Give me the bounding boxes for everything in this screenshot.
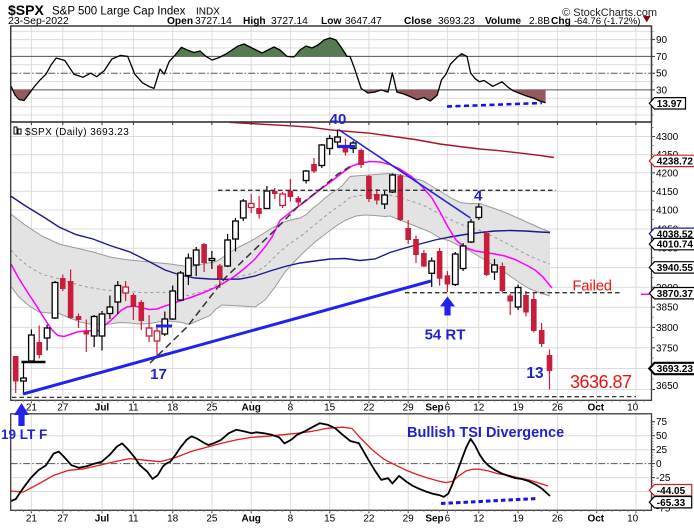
svg-text:13.97: 13.97 <box>657 99 682 110</box>
svg-text:18: 18 <box>167 403 179 414</box>
svg-text:-25: -25 <box>656 473 671 484</box>
svg-text:50: 50 <box>656 69 668 80</box>
svg-text:4: 4 <box>474 188 483 205</box>
svg-text:4238.72: 4238.72 <box>657 157 694 168</box>
svg-text:Sep: Sep <box>425 403 443 414</box>
svg-text:S&P 500 Large Cap Index: S&P 500 Large Cap Index <box>52 6 186 18</box>
svg-text:Failed: Failed <box>573 279 613 295</box>
svg-text:21: 21 <box>26 403 38 414</box>
svg-text:90: 90 <box>656 35 668 46</box>
svg-text:INDX: INDX <box>196 7 220 18</box>
svg-text:4200: 4200 <box>656 168 679 179</box>
svg-text:3636.87: 3636.87 <box>570 372 632 392</box>
svg-text:Jul: Jul <box>95 514 110 525</box>
svg-text:21: 21 <box>26 514 38 525</box>
svg-text:3750: 3750 <box>656 343 679 354</box>
svg-text:3727.14: 3727.14 <box>195 16 232 27</box>
svg-text:Volume: Volume <box>485 16 521 27</box>
svg-text:13: 13 <box>526 365 544 382</box>
svg-text:19 LT F: 19 LT F <box>1 427 47 442</box>
svg-text:Open: Open <box>167 16 193 27</box>
svg-text:8: 8 <box>288 403 294 414</box>
svg-text:70: 70 <box>656 52 668 63</box>
svg-text:Jul: Jul <box>95 403 110 414</box>
svg-text:11: 11 <box>128 514 139 525</box>
svg-text:3650: 3650 <box>656 381 679 392</box>
svg-text:Aug: Aug <box>241 514 260 525</box>
svg-text:25: 25 <box>206 514 218 525</box>
svg-text:27: 27 <box>57 403 69 414</box>
svg-text:-64.76 (-1.72%): -64.76 (-1.72%) <box>574 16 641 27</box>
svg-text:© StockCharts.com: © StockCharts.com <box>562 7 657 19</box>
svg-text:6: 6 <box>445 514 451 525</box>
svg-text:3693.23: 3693.23 <box>438 16 475 27</box>
svg-text:2.8B: 2.8B <box>529 16 550 27</box>
svg-text:4100: 4100 <box>656 206 679 217</box>
svg-text:40: 40 <box>330 111 347 128</box>
svg-text:$SPX: $SPX <box>8 2 44 18</box>
svg-text:8: 8 <box>288 514 294 525</box>
svg-text:26: 26 <box>552 403 564 414</box>
svg-text:3693.23: 3693.23 <box>657 364 694 375</box>
svg-text:3940.55: 3940.55 <box>657 263 694 274</box>
svg-text:3870.37: 3870.37 <box>657 289 694 300</box>
svg-text:22: 22 <box>363 403 375 414</box>
svg-text:17: 17 <box>150 366 167 383</box>
svg-text:-65.33: -65.33 <box>657 498 686 509</box>
svg-text:6: 6 <box>445 403 451 414</box>
svg-text:54 RT: 54 RT <box>425 327 466 344</box>
svg-text:11: 11 <box>128 403 139 414</box>
svg-text:50: 50 <box>656 431 668 442</box>
svg-text:29: 29 <box>403 514 415 525</box>
svg-text:15: 15 <box>324 514 336 525</box>
svg-text:23-Sep-2022: 23-Sep-2022 <box>8 15 69 27</box>
svg-text:Sep: Sep <box>425 514 443 525</box>
svg-text:Aug: Aug <box>241 403 260 414</box>
svg-text:18: 18 <box>167 514 179 525</box>
svg-text:27: 27 <box>57 514 69 525</box>
svg-text:26: 26 <box>552 514 564 525</box>
svg-text:4150: 4150 <box>656 187 679 198</box>
svg-text:3800: 3800 <box>656 323 679 334</box>
svg-text:$SPX (Daily) 3693.23: $SPX (Daily) 3693.23 <box>25 127 129 138</box>
svg-text:Chg: Chg <box>551 16 571 27</box>
svg-text:25: 25 <box>206 403 218 414</box>
svg-text:4038.52: 4038.52 <box>657 229 694 240</box>
svg-text:-75: -75 <box>656 504 671 515</box>
svg-text:0: 0 <box>656 459 662 470</box>
svg-text:12: 12 <box>473 403 485 414</box>
svg-text:4010.74: 4010.74 <box>657 240 694 251</box>
svg-text:75: 75 <box>656 417 668 428</box>
svg-text:High: High <box>243 16 266 27</box>
svg-text:Bullish TSI Divergence: Bullish TSI Divergence <box>407 425 564 441</box>
svg-text:3727.14: 3727.14 <box>271 16 308 27</box>
svg-text:Close: Close <box>404 16 432 27</box>
svg-text:-44.05: -44.05 <box>657 486 686 497</box>
svg-text:19: 19 <box>513 403 525 414</box>
svg-text:Oct: Oct <box>587 403 604 414</box>
svg-text:15: 15 <box>324 403 336 414</box>
svg-text:4300: 4300 <box>656 132 679 143</box>
svg-text:29: 29 <box>403 403 415 414</box>
svg-text:19: 19 <box>513 514 525 525</box>
svg-text:10: 10 <box>627 514 639 525</box>
svg-text:3647.47: 3647.47 <box>345 16 382 27</box>
svg-text:22: 22 <box>363 514 375 525</box>
svg-text:Oct: Oct <box>587 514 604 525</box>
svg-text:3850: 3850 <box>656 303 679 314</box>
svg-text:30: 30 <box>656 85 668 96</box>
svg-text:Low: Low <box>321 16 341 27</box>
svg-text:10: 10 <box>627 403 639 414</box>
svg-text:25: 25 <box>656 445 668 456</box>
svg-text:12: 12 <box>473 514 485 525</box>
